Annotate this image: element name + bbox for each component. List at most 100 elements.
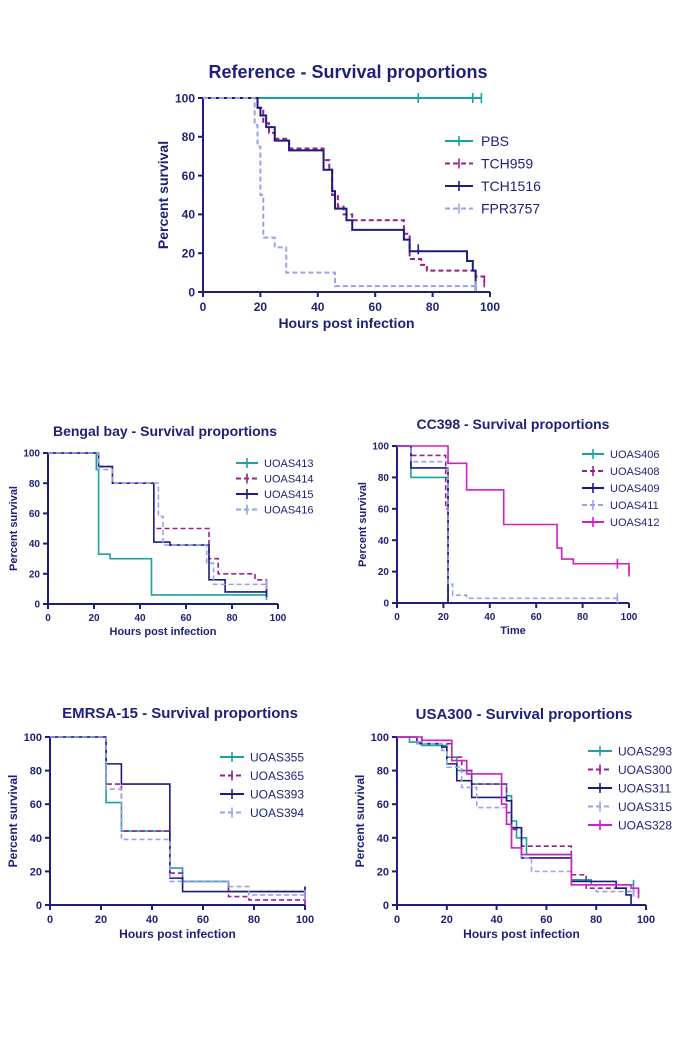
legend-label-uoas394: UOAS394: [250, 806, 304, 820]
y-tick-label: 60: [29, 509, 41, 520]
y-axis-label: Percent survival: [8, 486, 20, 571]
y-tick-label: 100: [24, 732, 42, 744]
x-axis-label: Hours post infection: [110, 626, 217, 638]
y-tick-label: 80: [182, 130, 196, 144]
legend-label-tch1516: TCH1516: [481, 178, 541, 194]
series-line-uoas416: [48, 452, 267, 586]
legend-label-uoas412: UOAS412: [610, 517, 660, 529]
series-line-fpr3757: [203, 97, 476, 288]
x-tick-label: 80: [426, 300, 440, 314]
y-tick-label: 20: [377, 866, 389, 878]
x-tick-label: 80: [248, 914, 260, 926]
y-tick-label: 100: [371, 732, 389, 744]
y-tick-label: 20: [182, 247, 196, 261]
x-tick-label: 100: [480, 300, 500, 314]
chart-title: EMRSA-15 - Survival proportions: [62, 705, 298, 722]
y-axis-label: Percent survival: [353, 775, 367, 868]
y-tick-label: 100: [372, 442, 389, 453]
legend-label-uoas311: UOAS311: [618, 781, 671, 795]
x-tick-label: 0: [394, 914, 400, 926]
x-tick-label: 20: [88, 613, 100, 624]
x-tick-label: 20: [95, 914, 107, 926]
x-tick-label: 0: [394, 612, 400, 623]
x-tick-label: 60: [197, 914, 209, 926]
series-line-uoas412: [397, 445, 630, 572]
x-tick-label: 100: [296, 914, 314, 926]
x-tick-label: 20: [438, 612, 450, 623]
series-line-tch1516: [203, 97, 477, 292]
legend-label-fpr3757: FPR3757: [481, 201, 540, 217]
y-tick-label: 40: [377, 833, 389, 845]
chart-title: USA300 - Survival proportions: [416, 706, 633, 723]
x-tick-label: 0: [45, 613, 51, 624]
y-tick-label: 60: [30, 799, 42, 811]
x-tick-label: 60: [531, 612, 543, 623]
chart-3: CC398 - Survival proportions 0 20 40 60 80 100…: [357, 416, 660, 637]
x-tick-label: 100: [621, 612, 638, 623]
x-tick-label: 100: [637, 914, 655, 926]
x-axis-label: Time: [500, 625, 525, 637]
x-axis-label: Hours post infection: [119, 927, 236, 941]
y-tick-label: 80: [29, 479, 41, 490]
chart-5: USA300 - Survival proportions 0 20 40 60 80 10…: [353, 706, 672, 941]
legend-label-uoas416: UOAS416: [264, 504, 314, 516]
x-axis-label: Hours post infection: [463, 927, 580, 941]
y-tick-label: 60: [182, 169, 196, 183]
x-tick-label: 80: [590, 914, 602, 926]
y-axis-label: Percent survival: [357, 482, 369, 567]
legend-label-uoas415: UOAS415: [264, 489, 314, 501]
x-tick-label: 60: [180, 613, 192, 624]
series-line-uoas394: [50, 736, 305, 896]
series-line-uoas293: [397, 736, 634, 886]
legend-label-uoas328: UOAS328: [618, 818, 672, 832]
x-tick-label: 80: [226, 613, 238, 624]
x-tick-label: 40: [134, 613, 146, 624]
chart-title: CC398 - Survival proportions: [417, 416, 610, 432]
chart-4: EMRSA-15 - Survival proportions 0 20 40 60 80…: [6, 705, 314, 941]
legend-label-uoas414: UOAS414: [264, 473, 314, 485]
series-line-uoas315: [397, 736, 634, 893]
legend-label-uoas393: UOAS393: [250, 787, 304, 801]
x-tick-label: 60: [369, 300, 383, 314]
legend-label-uoas365: UOAS365: [250, 769, 304, 783]
x-tick-label: 40: [484, 612, 496, 623]
y-tick-label: 0: [188, 285, 195, 299]
series-line-uoas300: [397, 736, 634, 893]
series-line-uoas411: [397, 445, 618, 600]
chart-title: Bengal bay - Survival proportions: [53, 423, 277, 439]
series-line-uoas414: [48, 452, 268, 588]
legend-label-uoas355: UOAS355: [250, 750, 304, 764]
x-tick-label: 20: [254, 300, 268, 314]
y-tick-label: 0: [34, 600, 40, 611]
series-line-uoas415: [48, 452, 267, 593]
x-tick-label: 40: [490, 914, 502, 926]
series-line-uoas409: [397, 445, 449, 603]
series-line-uoas408: [397, 445, 449, 603]
y-tick-label: 0: [36, 900, 42, 912]
x-axis-label: Hours post infection: [278, 315, 414, 331]
y-tick-label: 80: [378, 473, 390, 484]
x-tick-label: 40: [311, 300, 325, 314]
legend-label-uoas408: UOAS408: [610, 466, 660, 478]
x-tick-label: 60: [540, 914, 552, 926]
chart-1: Reference - Survival proportions 0 20 40 60 8…: [155, 62, 541, 331]
series-line-uoas311: [397, 736, 632, 905]
y-tick-label: 40: [30, 833, 42, 845]
y-tick-label: 80: [377, 766, 389, 778]
legend-label-uoas411: UOAS411: [610, 500, 659, 512]
y-tick-label: 60: [378, 504, 390, 515]
legend-label-uoas300: UOAS300: [618, 763, 672, 777]
legend-label-uoas406: UOAS406: [610, 449, 660, 461]
series-line-uoas328: [397, 736, 640, 894]
legend-label-uoas413: UOAS413: [264, 458, 314, 470]
x-tick-label: 40: [146, 914, 158, 926]
x-tick-label: 100: [270, 613, 287, 624]
y-tick-label: 40: [182, 208, 196, 222]
x-tick-label: 0: [200, 300, 207, 314]
series-line-tch959: [203, 97, 486, 283]
legend-label-tch959: TCH959: [481, 156, 533, 172]
y-tick-label: 0: [383, 599, 389, 610]
chart-2: Bengal bay - Survival proportions 0 20 40 60…: [8, 423, 314, 638]
series-line-uoas406: [397, 445, 449, 603]
